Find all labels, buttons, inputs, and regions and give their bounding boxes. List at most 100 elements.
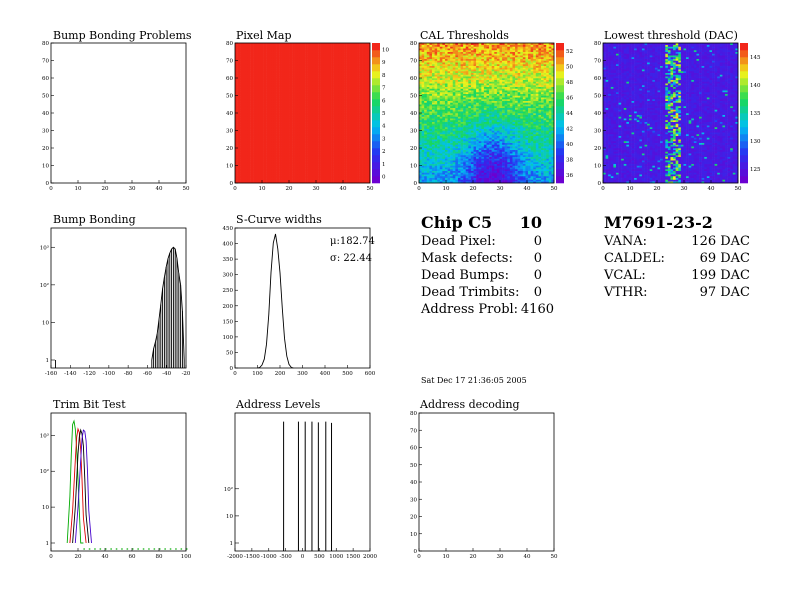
pixel-map-cell — [263, 116, 267, 119]
pixel-map-cell — [351, 128, 355, 131]
cal-thresholds-cell — [429, 167, 433, 170]
pixel-map-cell — [362, 60, 366, 63]
pixel-map-cell — [354, 88, 358, 91]
pixel-map-cell — [328, 158, 332, 161]
pixel-map-cell — [305, 46, 308, 49]
pixel-map-cell — [299, 81, 303, 84]
pixel-map-cell — [263, 163, 267, 166]
cal-thresholds-cell — [426, 158, 430, 161]
pixel-map-cell — [263, 151, 267, 154]
pixel-map-cell — [299, 111, 303, 114]
pixel-map-cell — [333, 86, 337, 89]
pixel-map-cell — [268, 116, 272, 119]
pixel-map-cell — [333, 44, 337, 47]
cal-thresholds-cell — [421, 62, 425, 65]
cal-thresholds-cell — [442, 137, 446, 140]
pixel-map-cell — [359, 93, 363, 96]
cal-thresholds-cell — [426, 67, 430, 70]
pixel-map-cell — [305, 50, 308, 52]
pixel-map-cell — [250, 92, 254, 94]
pixel-map-colorbar-label: 2 — [382, 149, 386, 155]
pixel-map-cell — [286, 95, 290, 98]
cal-thresholds-cell — [429, 69, 433, 72]
pixel-map-cell — [357, 169, 360, 171]
pixel-map-cell — [344, 100, 347, 103]
pixel-map-cell — [253, 155, 257, 157]
cal-thresholds-cell — [439, 153, 443, 156]
pixel-map-cell — [302, 114, 306, 117]
pixel-map-cell — [271, 95, 275, 98]
pixel-map-cell — [289, 141, 293, 143]
pixel-map-cell — [364, 64, 368, 66]
pixel-map-cell — [349, 130, 353, 133]
pixel-map-cell — [315, 64, 319, 66]
pixel-map-cell — [364, 174, 368, 177]
pixel-map-cell — [242, 130, 246, 133]
pixel-map-cell — [292, 137, 295, 140]
pixel-map-cell — [315, 113, 319, 115]
cal-thresholds-cell — [429, 170, 433, 173]
cal-thresholds-cell — [431, 162, 435, 164]
pixel-map-cell — [341, 43, 345, 45]
pixel-map-cell — [235, 81, 238, 84]
pixel-map-cell — [258, 137, 262, 140]
pixel-map-cell — [331, 139, 334, 142]
cal-thresholds-cell — [426, 86, 430, 89]
pixel-map-cell — [351, 64, 355, 66]
pixel-map-cell — [323, 97, 327, 100]
pixel-map-cell — [279, 57, 282, 59]
pixel-map-cell — [359, 130, 363, 133]
pixel-map-cell — [247, 128, 251, 131]
cal-thresholds-cell — [424, 127, 428, 129]
pixel-map-cell — [297, 86, 301, 89]
pixel-map-cell — [328, 130, 332, 133]
pixel-map-cell — [268, 181, 272, 184]
pixel-map-cell — [281, 116, 285, 119]
pixel-map-cell — [312, 90, 316, 93]
pixel-map-cell — [242, 92, 246, 94]
pixel-map-cell — [341, 116, 345, 119]
cal-thresholds-cell — [431, 74, 435, 77]
pixel-map-cell — [247, 123, 251, 126]
pixel-map-cell — [323, 43, 327, 45]
pixel-map-cell — [320, 127, 324, 129]
y-tick-label: 70 — [226, 59, 233, 65]
pixel-map-cell — [344, 155, 347, 157]
pixel-map-cell — [266, 44, 269, 47]
cal-thresholds-cell — [424, 43, 428, 45]
pixel-map-cell — [260, 69, 264, 72]
cal-thresholds-cell — [429, 81, 433, 84]
pixel-map-cell — [235, 50, 238, 52]
pixel-map-cell — [362, 132, 366, 135]
pixel-map-cell — [242, 116, 246, 119]
pixel-map-cell — [307, 92, 311, 94]
pixel-map-cell — [367, 139, 371, 142]
cal-thresholds-cell — [426, 139, 430, 142]
pixel-map-cell — [333, 118, 337, 121]
cal-thresholds-cell — [437, 58, 441, 61]
pixel-map-cell — [289, 153, 293, 156]
pixel-map-cell — [255, 111, 259, 114]
pixel-map-cell — [273, 163, 277, 166]
pixel-map-cell — [258, 58, 262, 61]
pixel-map-cell — [250, 142, 254, 145]
pixel-map-cell — [341, 163, 345, 166]
pixel-map-cell — [312, 177, 316, 180]
pixel-map-cell — [286, 130, 290, 133]
pixel-map-cell — [331, 130, 334, 133]
pixel-map-cell — [315, 44, 319, 47]
pixel-map-cell — [294, 88, 298, 91]
pixel-map-cell — [344, 67, 347, 70]
pixel-map-cell — [279, 90, 282, 93]
pixel-map-cell — [253, 125, 257, 128]
y-tick-label: 50 — [226, 94, 233, 100]
pixel-map-cell — [357, 93, 360, 96]
pixel-map-cell — [299, 109, 303, 112]
pixel-map-cell — [318, 137, 321, 140]
cal-thresholds-cell — [431, 144, 435, 147]
pixel-map-cell — [362, 179, 366, 182]
pixel-map-cell — [331, 88, 334, 91]
pixel-map-cell — [357, 97, 360, 100]
pixel-map-cell — [359, 118, 363, 121]
pixel-map-cell — [250, 172, 254, 175]
